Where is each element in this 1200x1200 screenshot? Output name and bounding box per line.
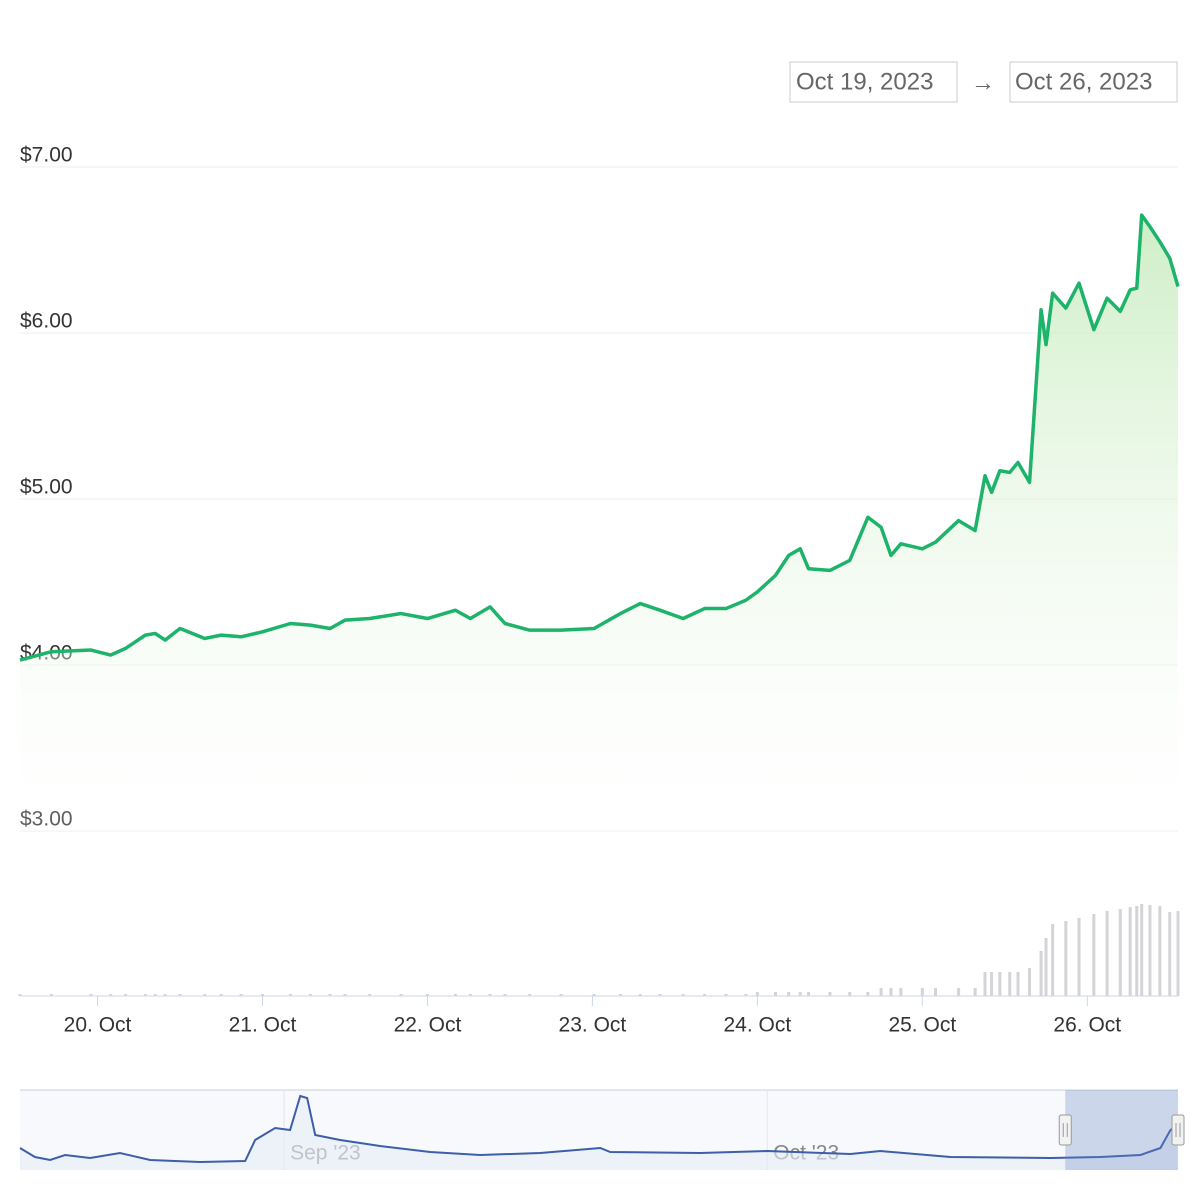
volume-bar	[1105, 911, 1109, 996]
volume-bar	[143, 994, 147, 996]
date-input-to[interactable]	[1009, 61, 1178, 103]
x-tick-label: 20. Oct	[64, 1014, 132, 1037]
volume-bar	[744, 994, 748, 996]
range-separator: →	[971, 69, 995, 96]
volume-bar	[239, 994, 243, 996]
volume-bar	[488, 994, 492, 996]
volume-bar	[990, 972, 994, 996]
volume-bar	[1128, 907, 1132, 996]
volume-bar	[425, 994, 429, 996]
volume-bar	[806, 992, 810, 996]
volume-bar	[879, 988, 883, 996]
volume-bar	[703, 994, 707, 996]
volume-bar	[724, 994, 728, 996]
volume-bar	[774, 992, 778, 996]
volume-bar	[848, 992, 852, 996]
volume-bar	[1118, 909, 1122, 996]
volume-bar	[1092, 914, 1096, 996]
volume-bar	[1168, 912, 1172, 996]
y-tick-label: $7.00	[20, 144, 73, 167]
volume-bar	[798, 992, 802, 996]
volume-bar	[89, 994, 93, 996]
x-tick-label: 21. Oct	[229, 1014, 297, 1037]
volume-bar	[1148, 905, 1152, 996]
volume-bar	[934, 988, 938, 996]
date-input-to-text: Oct 26, 2023	[1015, 68, 1152, 95]
price-line	[19, 213, 1180, 662]
volume-bar	[889, 988, 893, 996]
volume-bar	[1008, 972, 1012, 996]
x-tick-label: 22. Oct	[394, 1014, 462, 1037]
x-tick-label: 23. Oct	[559, 1014, 627, 1037]
volume-bar	[308, 994, 312, 996]
x-tick-label: 24. Oct	[724, 1014, 792, 1037]
volume-bar	[1077, 918, 1081, 996]
volume-bar	[828, 992, 832, 996]
volume-bar	[787, 992, 791, 996]
volume-bar	[592, 994, 596, 996]
volume-bar	[638, 994, 642, 996]
volume-bar	[49, 994, 53, 996]
volume-bar	[289, 994, 293, 996]
volume-bar	[1016, 972, 1020, 996]
navigator-area	[20, 1096, 1178, 1170]
volume-bar	[658, 994, 662, 996]
volume-bar	[203, 994, 207, 996]
volume-bar	[109, 994, 113, 996]
volume-bar	[983, 972, 987, 996]
volume-bar	[528, 994, 532, 996]
volume-bar	[1135, 906, 1139, 996]
navigator-handle[interactable]	[1058, 1114, 1072, 1146]
volume-bar	[399, 994, 403, 996]
x-tick-label: 26. Oct	[1053, 1014, 1121, 1037]
volume-bar	[1051, 924, 1055, 996]
price-area	[20, 215, 1178, 831]
volume-bar	[18, 994, 22, 996]
volume-bar	[1064, 921, 1068, 996]
volume-bar	[681, 994, 685, 996]
volume-bar	[219, 994, 223, 996]
volume-bar	[973, 988, 977, 996]
volume-bar	[559, 994, 563, 996]
volume-bar	[453, 994, 457, 996]
volume-bar	[1140, 904, 1144, 996]
volume-bar	[957, 988, 961, 996]
volume-bar	[866, 992, 870, 996]
date-input-from-text: Oct 19, 2023	[796, 68, 933, 95]
navigator-handle[interactable]	[1171, 1114, 1185, 1146]
volume-bar	[1044, 938, 1048, 996]
date-input-from[interactable]	[789, 61, 958, 103]
volume-bar	[618, 994, 622, 996]
y-tick-label: $6.00	[20, 310, 73, 333]
volume-bar	[163, 994, 167, 996]
volume-bar	[260, 994, 264, 996]
volume-bar	[1158, 906, 1162, 996]
navigator-selection[interactable]	[1065, 1090, 1178, 1170]
volume-bar	[1039, 951, 1043, 996]
volume-bar	[755, 992, 759, 996]
volume-bar	[1176, 911, 1180, 996]
y-tick-label: $5.00	[20, 476, 73, 499]
volume-bar	[153, 994, 157, 996]
volume-bar	[368, 994, 372, 996]
volume-bar	[1028, 968, 1032, 996]
volume-bar	[503, 994, 507, 996]
volume-bar	[343, 994, 347, 996]
volume-bar	[998, 972, 1002, 996]
volume-bar	[124, 994, 128, 996]
volume-bar	[468, 994, 472, 996]
volume-bar	[899, 988, 903, 996]
volume-bar	[178, 994, 182, 996]
x-tick-label: 25. Oct	[888, 1014, 956, 1037]
volume-bar	[920, 988, 924, 996]
navigator-line	[19, 1094, 1179, 1164]
volume-bar	[328, 994, 332, 996]
